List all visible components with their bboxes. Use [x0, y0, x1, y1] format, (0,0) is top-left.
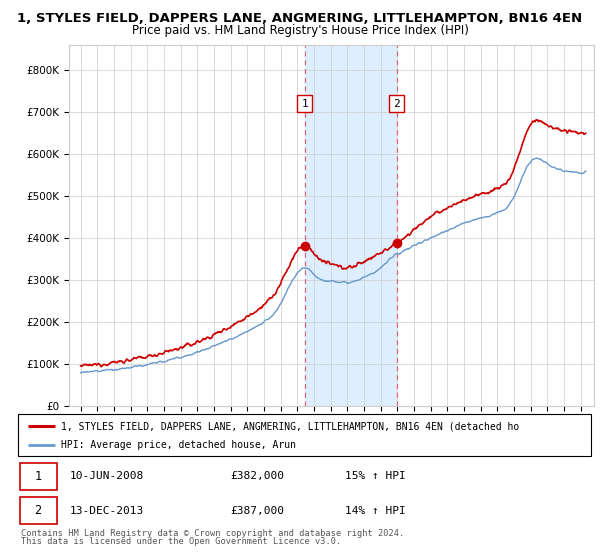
Bar — [305, 45, 397, 406]
Text: 13-DEC-2013: 13-DEC-2013 — [70, 506, 144, 516]
Text: 1, STYLES FIELD, DAPPERS LANE, ANGMERING, LITTLEHAMPTON, BN16 4EN (detached ho: 1, STYLES FIELD, DAPPERS LANE, ANGMERING… — [61, 421, 519, 431]
Text: 15% ↑ HPI: 15% ↑ HPI — [344, 472, 406, 482]
Text: £387,000: £387,000 — [230, 506, 284, 516]
Text: HPI: Average price, detached house, Arun: HPI: Average price, detached house, Arun — [61, 441, 296, 450]
Text: 10-JUN-2008: 10-JUN-2008 — [70, 472, 144, 482]
FancyBboxPatch shape — [20, 497, 57, 524]
Text: 2: 2 — [34, 504, 41, 517]
Text: 1, STYLES FIELD, DAPPERS LANE, ANGMERING, LITTLEHAMPTON, BN16 4EN: 1, STYLES FIELD, DAPPERS LANE, ANGMERING… — [17, 12, 583, 25]
Text: 1: 1 — [301, 99, 308, 109]
Text: 14% ↑ HPI: 14% ↑ HPI — [344, 506, 406, 516]
Text: Price paid vs. HM Land Registry's House Price Index (HPI): Price paid vs. HM Land Registry's House … — [131, 24, 469, 36]
Text: Contains HM Land Registry data © Crown copyright and database right 2024.: Contains HM Land Registry data © Crown c… — [21, 530, 404, 539]
Text: 1: 1 — [34, 470, 41, 483]
Text: £382,000: £382,000 — [230, 472, 284, 482]
Text: 2: 2 — [393, 99, 400, 109]
FancyBboxPatch shape — [20, 463, 57, 490]
Text: This data is licensed under the Open Government Licence v3.0.: This data is licensed under the Open Gov… — [21, 538, 341, 547]
